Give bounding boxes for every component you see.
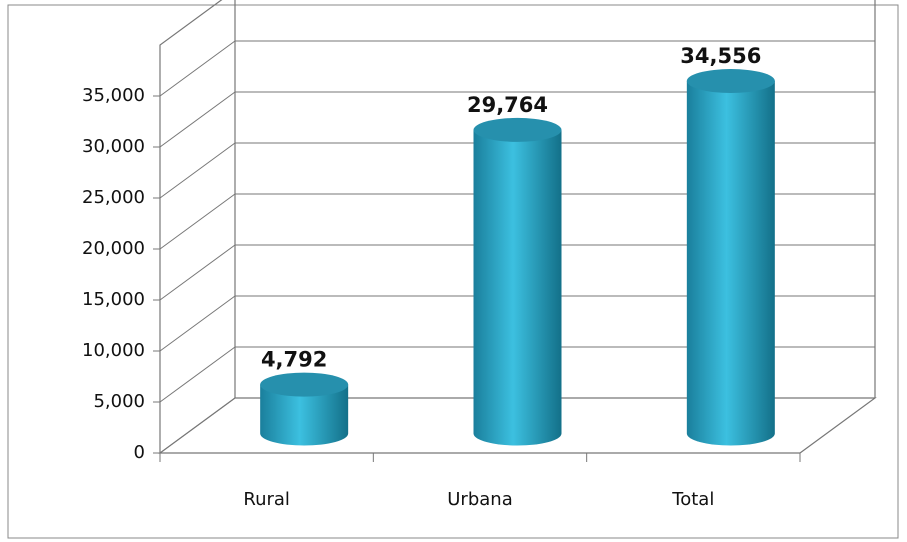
y-tick-label: 5,000 — [93, 391, 145, 412]
bar — [260, 384, 349, 446]
bar-top — [473, 117, 562, 142]
bar — [473, 129, 562, 446]
bar-top — [260, 372, 349, 397]
y-tick-label: 35,000 — [82, 85, 145, 106]
value-label: 4,792 — [261, 348, 327, 372]
grid-line — [159, 295, 236, 352]
back-wall — [874, 0, 876, 398]
grid-line — [159, 193, 236, 250]
grid-line — [159, 40, 236, 97]
grid-line — [159, 91, 236, 148]
bar-top — [686, 69, 775, 94]
value-label: 29,764 — [467, 93, 548, 117]
x-tick-label: Urbana — [447, 489, 512, 510]
bar — [686, 81, 775, 446]
frame — [7, 4, 899, 539]
grid-line — [159, 397, 236, 454]
y-tick-label: 30,000 — [82, 136, 145, 157]
grid-line — [159, 142, 236, 199]
value-label: 34,556 — [680, 44, 761, 68]
y-tick-label: 15,000 — [82, 289, 145, 310]
y-tick-label: 10,000 — [82, 340, 145, 361]
x-tick-label: Total — [671, 489, 714, 510]
y-tick-label: 25,000 — [82, 187, 145, 208]
grid-line — [159, 346, 236, 403]
x-tick-label: Rural — [243, 489, 290, 510]
grid-line — [159, 244, 236, 301]
y-tick-label: 0 — [134, 442, 145, 463]
y-tick-label: 20,000 — [82, 238, 145, 259]
